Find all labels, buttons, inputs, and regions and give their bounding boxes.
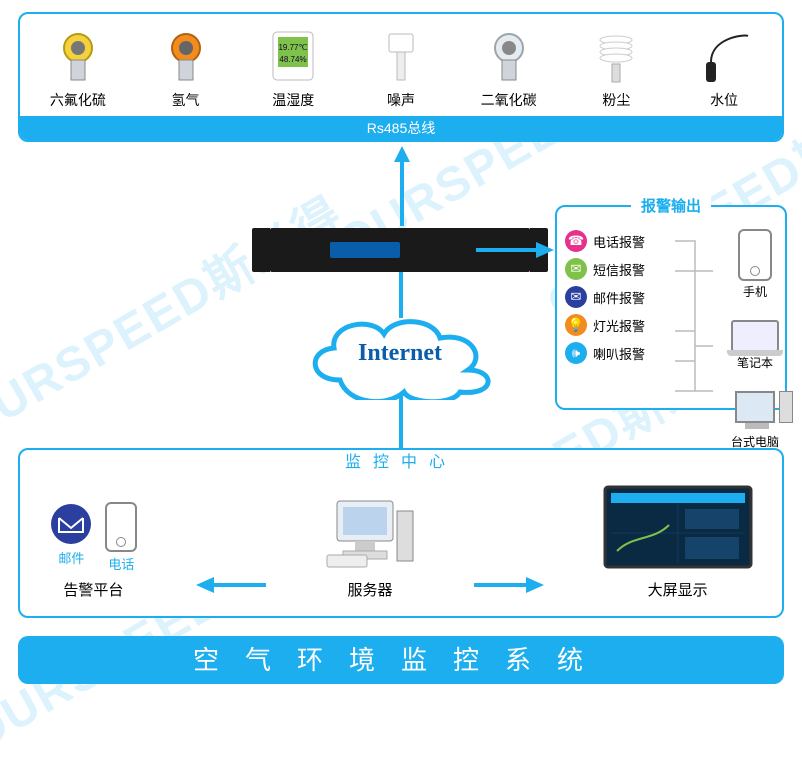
alarm-row-light: 💡 灯光报警 xyxy=(557,311,677,339)
arrow-up-icon xyxy=(392,146,412,231)
alarm-label: 邮件报警 xyxy=(593,288,645,307)
device-label: 手机 xyxy=(743,283,767,300)
sensor-dust: 粉尘 xyxy=(566,28,666,110)
desktop-monitor-icon xyxy=(735,391,775,423)
sensor-h2: 氢气 xyxy=(136,28,236,110)
arrow-left-icon xyxy=(196,575,266,600)
svg-text:48.74%: 48.74% xyxy=(280,55,307,64)
sensor-label: 温湿度 xyxy=(272,90,314,110)
mail-icon xyxy=(49,502,93,546)
server-pc-icon xyxy=(325,493,415,573)
alarm-label: 电话报警 xyxy=(593,232,645,251)
sensors-panel: 六氟化硫 氢气 19.77℃ 48.74% 温湿度 噪声 二氧化碳 xyxy=(18,12,784,142)
internet-cloud: Internet xyxy=(300,310,500,400)
alarm-label: 灯光报警 xyxy=(593,316,645,335)
device-laptop: 笔记本 xyxy=(731,320,779,371)
center-title: 监控中心 xyxy=(20,448,782,472)
desktop-tower-icon xyxy=(779,391,793,423)
co2-sensor-icon xyxy=(479,28,539,84)
internet-label: Internet xyxy=(300,340,500,367)
sensor-label: 二氧化碳 xyxy=(481,90,537,110)
water-level-probe-icon xyxy=(694,28,754,84)
alarm-panel-title: 报警输出 xyxy=(631,195,711,216)
sensor-sf6: 六氟化硫 xyxy=(28,28,128,110)
gas-detector-icon xyxy=(156,28,216,84)
sensor-noise: 噪声 xyxy=(351,28,451,110)
sensor-label: 六氟化硫 xyxy=(50,90,106,110)
system-title-bar: 空气环境监控系统 xyxy=(18,636,784,684)
light-alarm-icon: 💡 xyxy=(565,314,587,336)
mail-label: 邮件 xyxy=(58,548,84,567)
sensor-label: 水位 xyxy=(710,90,738,110)
device-phone: 手机 xyxy=(738,229,772,300)
video-wall-icon xyxy=(603,485,753,573)
alarm-row-speaker: 🕪 喇叭报警 xyxy=(557,339,677,367)
alarm-row-sms: ✉ 短信报警 xyxy=(557,255,677,283)
server: 服务器 xyxy=(325,493,415,600)
laptop-icon xyxy=(731,320,779,352)
svg-text:19.77℃: 19.77℃ xyxy=(279,43,308,52)
alarm-row-phone: ☎ 电话报警 xyxy=(557,227,677,255)
sms-alarm-icon: ✉ xyxy=(565,258,587,280)
center-item-label: 大屏显示 xyxy=(648,579,708,600)
sensor-label: 噪声 xyxy=(387,90,415,110)
smartphone-icon xyxy=(105,502,137,552)
monitoring-center-panel: 监控中心 邮件 电话 告警平台 xyxy=(18,448,784,618)
center-item-label: 服务器 xyxy=(347,579,392,600)
device-label: 笔记本 xyxy=(737,354,773,371)
speaker-alarm-icon: 🕪 xyxy=(565,342,587,364)
alarm-output-panel: 报警输出 ☎ 电话报警 ✉ 短信报警 ✉ 邮件报警 💡 灯光报警 🕪 喇叭报警 … xyxy=(555,205,787,410)
sensor-co2: 二氧化碳 xyxy=(459,28,559,110)
smartphone-icon xyxy=(738,229,772,281)
device-desktop: 台式电脑 xyxy=(731,391,779,450)
sensor-label: 粉尘 xyxy=(602,90,630,110)
thermo-hygro-icon: 19.77℃ 48.74% xyxy=(263,28,323,84)
sensor-label: 氢气 xyxy=(172,90,200,110)
phone-label: 电话 xyxy=(108,554,134,573)
alarm-row-mail: ✉ 邮件报警 xyxy=(557,283,677,311)
arrow-right-icon xyxy=(476,240,554,265)
noise-sensor-icon xyxy=(371,28,431,84)
sensor-temp-humidity: 19.77℃ 48.74% 温湿度 xyxy=(243,28,343,110)
center-item-label: 告警平台 xyxy=(63,579,123,600)
arrow-right-icon xyxy=(474,575,544,600)
bracket-connector xyxy=(675,231,715,401)
large-display: 大屏显示 xyxy=(603,485,753,600)
alarm-platform: 邮件 电话 告警平台 xyxy=(49,502,137,600)
phone-alarm-icon: ☎ xyxy=(565,230,587,252)
alarm-label: 短信报警 xyxy=(593,260,645,279)
mail-alarm-icon: ✉ xyxy=(565,286,587,308)
sensor-water-level: 水位 xyxy=(674,28,774,110)
bus-label-bar: Rs485总线 xyxy=(20,116,782,140)
dust-sensor-icon xyxy=(586,28,646,84)
alarm-label: 喇叭报警 xyxy=(593,344,645,363)
gas-detector-icon xyxy=(48,28,108,84)
